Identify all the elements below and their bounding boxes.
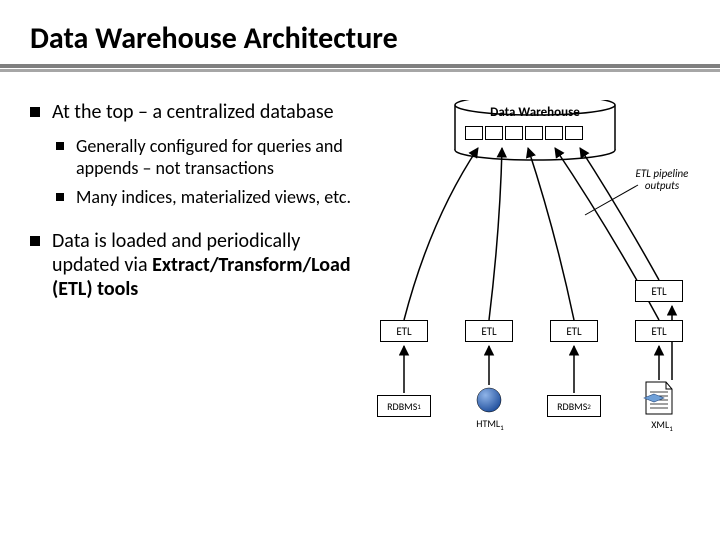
architecture-diagram: Data Warehouse ETL pipeline outputs ETL E… (360, 100, 710, 500)
dw-cells (465, 126, 583, 140)
bullet-2: Data is loaded and periodically updated … (30, 229, 360, 301)
bullet-content: At the top – a centralized database Gene… (30, 100, 360, 313)
slide-title: Data Warehouse Architecture (0, 0, 720, 57)
dw-cell (525, 126, 543, 140)
source-xml-label: XML1 (640, 418, 684, 433)
dw-cell (465, 126, 483, 140)
dw-cell (565, 126, 583, 140)
dw-cell (485, 126, 503, 140)
bullet-1-1: Generally configured for queries and app… (56, 136, 360, 179)
etl-box: ETL (635, 280, 683, 302)
title-underline (0, 64, 720, 74)
source-rdbms-2: RDBMS2 (547, 395, 601, 417)
dw-cell (545, 126, 563, 140)
dw-cell (505, 126, 523, 140)
etl-box: ETL (465, 320, 513, 342)
dw-label: Data Warehouse (455, 105, 615, 120)
etl-box: ETL (550, 320, 598, 342)
source-rdbms-1: RDBMS1 (377, 395, 431, 417)
bullet-1: At the top – a centralized database (30, 100, 360, 124)
source-html-label: HTML1 (468, 417, 512, 432)
etl-box: ETL (635, 320, 683, 342)
pipeline-annotation: ETL pipeline outputs (622, 168, 702, 192)
etl-box: ETL (380, 320, 428, 342)
bullet-1-2: Many indices, materialized views, etc. (56, 187, 360, 209)
